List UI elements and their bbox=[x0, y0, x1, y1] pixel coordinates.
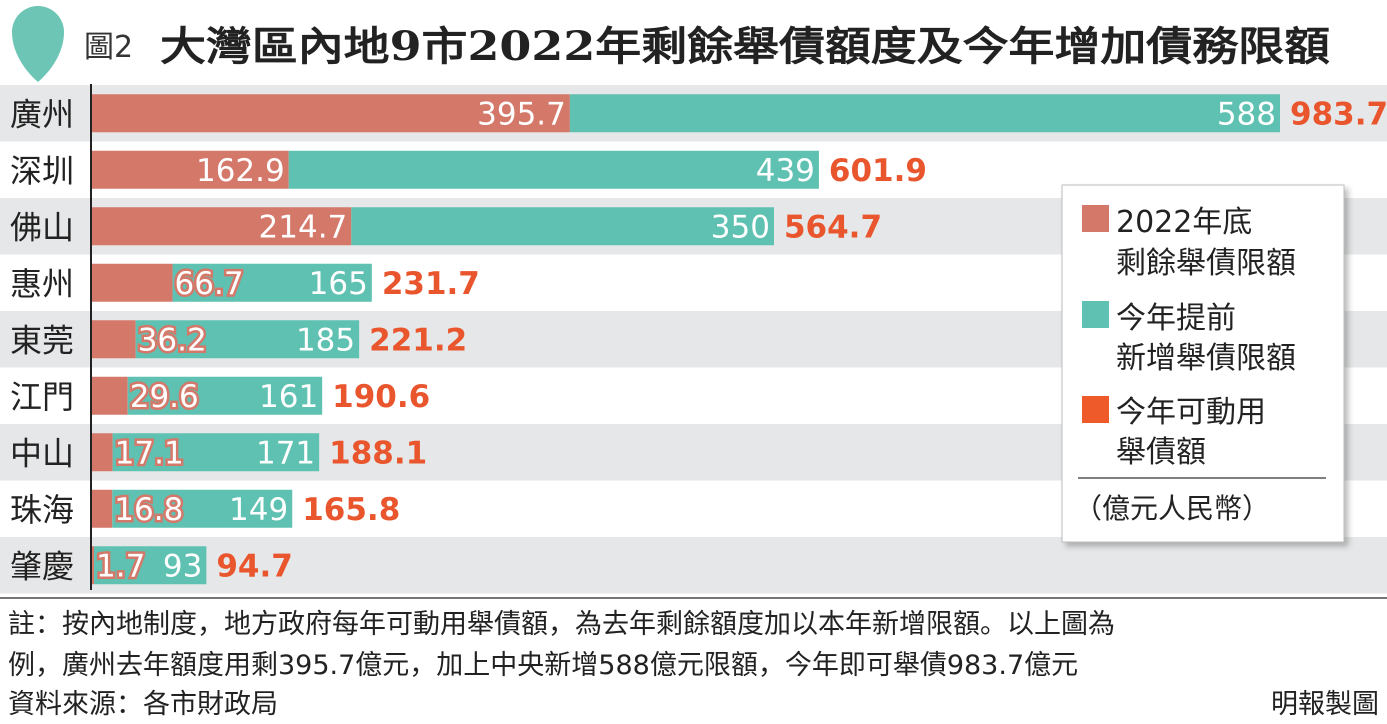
figure-number: 圖2 bbox=[84, 30, 133, 65]
label-remaining: 162.9 bbox=[196, 153, 285, 189]
title-drop-icon bbox=[12, 6, 64, 82]
legend-label-remaining-line2: 剩餘舉債限額 bbox=[1116, 246, 1296, 281]
label-new: 161 bbox=[259, 379, 318, 415]
bar-new bbox=[172, 263, 372, 302]
label-remaining: 17.1 bbox=[115, 435, 184, 471]
label-total: 190.6 bbox=[332, 379, 430, 415]
label-remaining: 16.8 bbox=[114, 492, 183, 528]
label-new: 171 bbox=[256, 435, 315, 471]
category-label: 肇慶 bbox=[10, 547, 74, 585]
bar-remaining bbox=[92, 150, 289, 189]
bar-remaining bbox=[92, 546, 95, 585]
legend-label-new-line1: 今年提前 bbox=[1116, 301, 1236, 336]
label-new: 149 bbox=[229, 492, 288, 528]
category-label: 佛山 bbox=[10, 208, 74, 246]
legend-label-new-line2: 新增舉債限額 bbox=[1116, 341, 1296, 376]
label-remaining: 36.2 bbox=[138, 322, 207, 358]
bar-new bbox=[351, 207, 774, 246]
bar-new bbox=[569, 94, 1280, 133]
bar-new bbox=[127, 376, 323, 415]
legend-swatch-total bbox=[1082, 396, 1109, 423]
label-new: 185 bbox=[296, 322, 355, 358]
label-remaining: 214.7 bbox=[259, 209, 348, 245]
category-label: 東莞 bbox=[10, 321, 74, 359]
bar-remaining bbox=[92, 376, 128, 415]
category-label: 廣州 bbox=[10, 95, 74, 133]
row-stripe bbox=[0, 537, 1387, 594]
label-remaining: 1.7 bbox=[96, 548, 145, 584]
label-new: 439 bbox=[756, 153, 815, 189]
label-total: 983.7 bbox=[1290, 96, 1387, 132]
label-new: 93 bbox=[163, 548, 202, 584]
label-total: 221.2 bbox=[369, 322, 467, 358]
bar-new bbox=[94, 546, 207, 585]
legend-box bbox=[1061, 184, 1345, 543]
legend-label-total-line1: 今年可動用 bbox=[1116, 395, 1266, 430]
footnote-line-1: 註：按內地制度，地方政府每年可動用舉債額，為去年剩餘額度加以本年新增限額。以上圖… bbox=[8, 609, 1115, 640]
bar-new bbox=[112, 433, 320, 472]
bars: 395.7 588 983.7 162.9 439 601.9 214.7 350 564.7 6… bbox=[92, 94, 1387, 587]
bar-remaining bbox=[92, 94, 570, 133]
bar-remaining bbox=[92, 320, 136, 359]
bar-remaining bbox=[92, 433, 113, 472]
chart-svg: 圖2 大灣區內地9市2022年剩餘舉債額度及今年增加債務限額 廣州深圳佛山惠州東… bbox=[0, 6, 1387, 599]
bar-remaining bbox=[92, 207, 352, 246]
label-remaining: 29.6 bbox=[130, 379, 199, 415]
bar-remaining bbox=[92, 489, 113, 528]
chart-title: 大灣區內地9市2022年剩餘舉債額度及今年增加債務限額 bbox=[160, 23, 1330, 70]
category-label: 珠海 bbox=[10, 491, 74, 529]
label-new: 588 bbox=[1217, 96, 1276, 132]
legend-swatch-new bbox=[1082, 301, 1109, 328]
source-note: 資料來源：各市財政局 bbox=[8, 689, 278, 720]
category-label: 深圳 bbox=[10, 152, 74, 190]
category-label: 中山 bbox=[10, 434, 74, 472]
bar-new bbox=[288, 150, 819, 189]
category-label: 惠州 bbox=[10, 265, 74, 303]
label-total: 165.8 bbox=[302, 492, 400, 528]
label-new: 165 bbox=[309, 266, 368, 302]
label-total: 188.1 bbox=[329, 435, 427, 471]
footnote-line-2: 例，廣州去年額度用剩395.7億元，加上中央新增588億元限額，今年即可舉債98… bbox=[8, 650, 1079, 681]
category-label: 江門 bbox=[10, 378, 74, 416]
legend: 2022年底 剩餘舉債限額 今年提前 新增舉債限額 今年可動用 舉債額 （億元人… bbox=[1061, 184, 1345, 543]
label-total: 231.7 bbox=[382, 266, 480, 302]
credit-note: 明報製圖 bbox=[1271, 689, 1379, 720]
label-total: 94.7 bbox=[216, 548, 293, 584]
legend-unit: （億元人民幣） bbox=[1074, 492, 1270, 525]
label-new: 350 bbox=[711, 209, 770, 245]
label-remaining: 66.7 bbox=[175, 266, 244, 302]
legend-label-total-line2: 舉債額 bbox=[1116, 435, 1206, 470]
label-total: 564.7 bbox=[784, 209, 882, 245]
label-remaining: 395.7 bbox=[477, 96, 566, 132]
legend-label-remaining-line1: 2022年底 bbox=[1116, 205, 1252, 240]
legend-swatch-remaining bbox=[1082, 205, 1109, 232]
bar-new bbox=[112, 489, 293, 528]
label-total: 601.9 bbox=[829, 153, 927, 189]
bar-remaining bbox=[92, 263, 173, 302]
bar-new bbox=[135, 320, 360, 359]
